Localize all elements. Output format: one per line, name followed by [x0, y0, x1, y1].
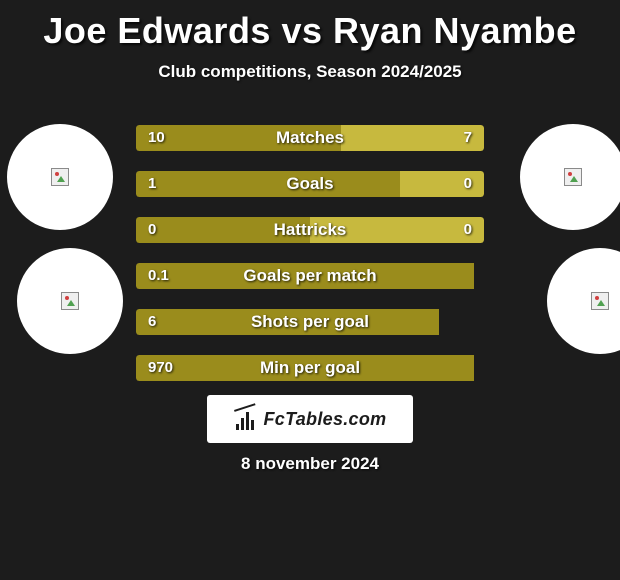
- stat-row: Shots per goal6: [136, 309, 484, 335]
- stat-value-player1: 0.1: [148, 263, 169, 289]
- stat-row: Min per goal970: [136, 355, 484, 381]
- stat-label: Shots per goal: [136, 309, 484, 335]
- page-title: Joe Edwards vs Ryan Nyambe: [0, 0, 620, 52]
- stat-label: Goals per match: [136, 263, 484, 289]
- stat-value-player2: 7: [464, 125, 472, 151]
- stat-value-player1: 970: [148, 355, 173, 381]
- stat-label: Min per goal: [136, 355, 484, 381]
- player2-photo: [520, 124, 620, 230]
- stat-row: Goals1 0: [136, 171, 484, 197]
- broken-image-icon: [61, 292, 79, 310]
- stats-bars: Matches107Goals10Hattricks00Goals per ma…: [136, 125, 484, 401]
- brand-badge: FcTables.com: [207, 395, 413, 443]
- broken-image-icon: [564, 168, 582, 186]
- stat-label: Matches: [136, 125, 484, 151]
- player1-photo: [7, 124, 113, 230]
- player2-club-logo: [547, 248, 620, 354]
- stat-row: Matches10 7: [136, 125, 484, 151]
- stat-value-player2: 0: [464, 171, 472, 197]
- broken-image-icon: [51, 168, 69, 186]
- fctables-logo-icon: [234, 408, 260, 430]
- subtitle: Club competitions, Season 2024/2025: [0, 62, 620, 82]
- stat-value-player1: 0: [148, 217, 156, 243]
- stat-value-player2: 0: [464, 217, 472, 243]
- stat-value-player1: 10: [148, 125, 165, 151]
- stat-label: Hattricks: [136, 217, 484, 243]
- stat-row: Hattricks0 0: [136, 217, 484, 243]
- stat-label: Goals: [136, 171, 484, 197]
- player1-club-logo: [17, 248, 123, 354]
- brand-text: FcTables.com: [264, 409, 387, 430]
- date-label: 8 november 2024: [0, 454, 620, 474]
- stat-value-player1: 1: [148, 171, 156, 197]
- broken-image-icon: [591, 292, 609, 310]
- stat-row: Goals per match0.1: [136, 263, 484, 289]
- stat-value-player1: 6: [148, 309, 156, 335]
